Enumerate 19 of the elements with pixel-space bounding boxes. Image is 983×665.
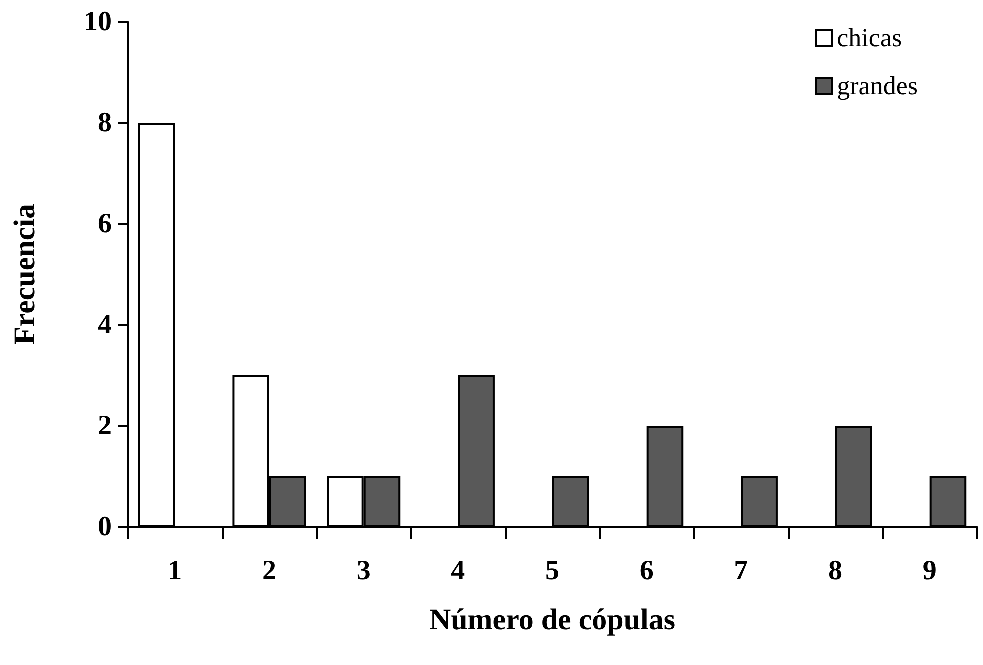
legend-label: chicas: [837, 24, 902, 52]
x-tick-label: 9: [922, 556, 937, 586]
x-tick-label: 7: [734, 556, 748, 586]
x-axis-title: Número de cópulas: [429, 604, 676, 636]
legend-label: grandes: [837, 72, 918, 100]
y-axis-title: Frecuencia: [8, 204, 42, 346]
x-tick-label: 2: [262, 556, 276, 586]
x-tick-label: 8: [828, 556, 842, 586]
x-tick-label: 3: [356, 556, 371, 586]
x-tick-label: 5: [546, 556, 560, 586]
y-tick-label: 10: [84, 6, 112, 38]
y-tick-label: 4: [98, 310, 112, 340]
y-tick-label: 2: [98, 410, 112, 442]
x-tick-label: 4: [451, 556, 466, 586]
y-tick-label: 8: [98, 108, 112, 138]
x-tick-label: 1: [168, 556, 182, 586]
y-tick-label: 6: [98, 208, 112, 240]
y-tick-label: 0: [98, 512, 112, 542]
x-tick-label: 6: [640, 556, 654, 586]
